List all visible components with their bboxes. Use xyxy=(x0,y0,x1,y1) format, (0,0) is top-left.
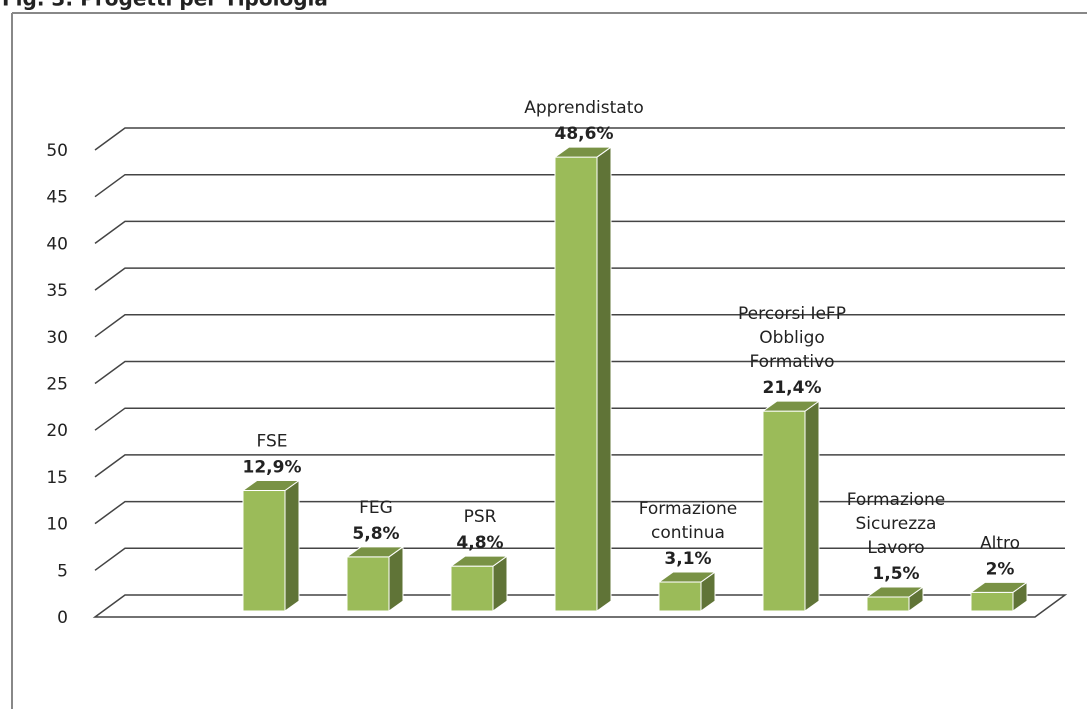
y-tick-label: 50 xyxy=(46,141,68,161)
y-tick-label: 15 xyxy=(46,468,68,488)
bar-top xyxy=(657,571,717,583)
bar-top xyxy=(553,146,613,158)
bar-top xyxy=(241,480,301,492)
y-tick-label: 0 xyxy=(57,608,68,628)
category-label: FSE xyxy=(256,432,287,452)
value-label: 3,1% xyxy=(664,549,711,569)
category-label: Formazione continua xyxy=(639,499,738,543)
grid-line xyxy=(94,314,1065,338)
grid-line xyxy=(94,407,1065,431)
category-label: FEG xyxy=(359,498,393,518)
category-label: Percorsi IeFP Obbligo Formativo xyxy=(738,304,846,372)
grid-line xyxy=(94,267,1065,291)
value-label: 1,5% xyxy=(872,564,919,584)
grid-line xyxy=(94,547,1065,571)
bar xyxy=(865,586,925,612)
value-label: 21,4% xyxy=(763,378,822,398)
bar-side xyxy=(596,146,612,612)
bar xyxy=(761,400,821,612)
bar-front xyxy=(658,581,702,612)
bar-front xyxy=(866,596,910,612)
bar-top xyxy=(761,400,821,412)
grid-line xyxy=(94,360,1065,385)
category-label: Formazione Sicurezza Lavoro xyxy=(847,490,946,558)
value-label: 12,9% xyxy=(243,458,302,478)
chart-title: Fig. 3: Progetti per Tipologia xyxy=(2,0,328,11)
bar-front xyxy=(242,490,286,612)
bar-front xyxy=(762,410,806,612)
bar xyxy=(241,479,301,612)
value-label: 5,8% xyxy=(352,524,399,544)
category-label: PSR xyxy=(464,507,497,527)
bar-top xyxy=(345,546,405,558)
bar-front xyxy=(450,565,494,612)
value-label: 4,8% xyxy=(456,533,503,553)
bar xyxy=(449,555,509,612)
bar-top xyxy=(449,555,509,567)
floor xyxy=(92,594,1068,618)
grid-line xyxy=(94,220,1065,245)
y-tick-label: 40 xyxy=(46,234,68,254)
y-tick-label: 5 xyxy=(57,561,68,581)
y-tick-label: 25 xyxy=(46,375,68,395)
bar-top xyxy=(969,581,1029,593)
bar-side xyxy=(284,479,300,612)
y-tick-label: 45 xyxy=(46,188,68,208)
y-tick-label: 30 xyxy=(46,328,68,348)
category-label: Altro xyxy=(980,533,1020,553)
value-label: 48,6% xyxy=(555,124,614,144)
y-tick-label: 10 xyxy=(46,515,68,535)
bar-front xyxy=(346,556,390,612)
y-tick-label: 20 xyxy=(46,421,68,441)
grid-line xyxy=(94,173,1065,198)
bar xyxy=(657,571,717,612)
bar xyxy=(969,581,1029,612)
bar-top xyxy=(865,586,925,598)
value-label: 2% xyxy=(986,559,1015,579)
grid-line xyxy=(94,500,1065,525)
bar-front xyxy=(554,156,598,612)
bar-side xyxy=(804,400,820,612)
grid-line xyxy=(94,127,1065,151)
grid-line xyxy=(94,454,1065,478)
y-tick-label: 35 xyxy=(46,281,68,301)
bar xyxy=(553,146,613,612)
category-label: Apprendistato xyxy=(524,98,644,118)
bar-front xyxy=(970,591,1014,612)
bar-side xyxy=(388,545,404,612)
bar xyxy=(345,545,405,612)
